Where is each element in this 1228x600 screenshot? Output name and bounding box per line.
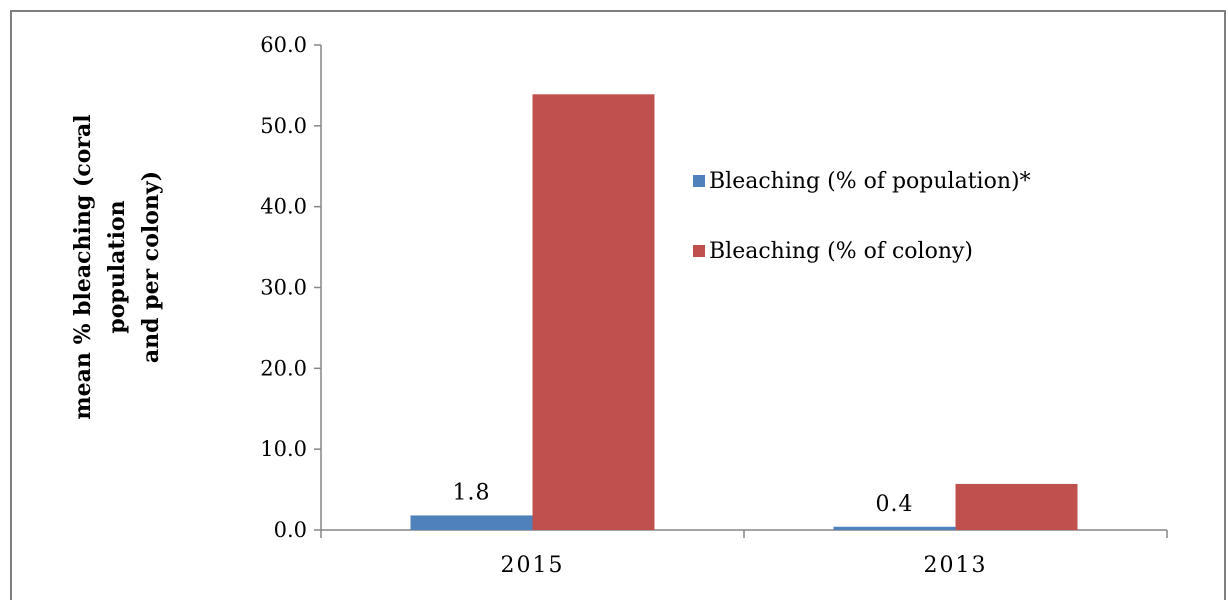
data-labels: 1.8 0.4	[453, 480, 914, 517]
bar-colony-2013	[955, 483, 1078, 530]
x-tick-label: 2015	[501, 553, 565, 578]
bar-population-2013	[833, 526, 956, 530]
bar-population-2015	[410, 515, 533, 530]
legend-swatch	[693, 175, 705, 187]
y-tick-label: 40.0	[260, 195, 307, 219]
y-tick-label: 50.0	[260, 114, 307, 138]
legend: Bleaching (% of population)* Bleaching (%…	[693, 169, 1031, 264]
legend-swatch	[693, 245, 705, 257]
y-axis-label-line: and per colony)	[138, 171, 164, 363]
y-tick-label: 10.0	[260, 437, 307, 461]
x-axis: 2015 2013	[320, 529, 1168, 578]
data-label: 0.4	[876, 492, 914, 517]
bar-colony-2015	[532, 94, 655, 530]
y-axis: 0.0 10.0 20.0 30.0 40.0 50.0 60.0	[260, 33, 322, 542]
y-tick-label: 60.0	[260, 33, 307, 57]
x-tick-label: 2013	[924, 553, 988, 578]
y-tick-label: 30.0	[260, 276, 307, 300]
data-label: 1.8	[453, 480, 491, 505]
chart-frame	[10, 10, 1226, 600]
legend-label: Bleaching (% of colony)	[709, 239, 973, 264]
y-tick-label: 20.0	[260, 356, 307, 380]
y-tick-label: 0.0	[274, 518, 307, 542]
y-axis-label-line: population	[104, 200, 130, 333]
y-axis-label: mean % bleaching (coral population and per…	[70, 114, 164, 419]
legend-label: Bleaching (% of population)*	[709, 169, 1031, 194]
bars	[410, 94, 1078, 530]
y-axis-label-line: mean % bleaching (coral	[70, 114, 96, 419]
